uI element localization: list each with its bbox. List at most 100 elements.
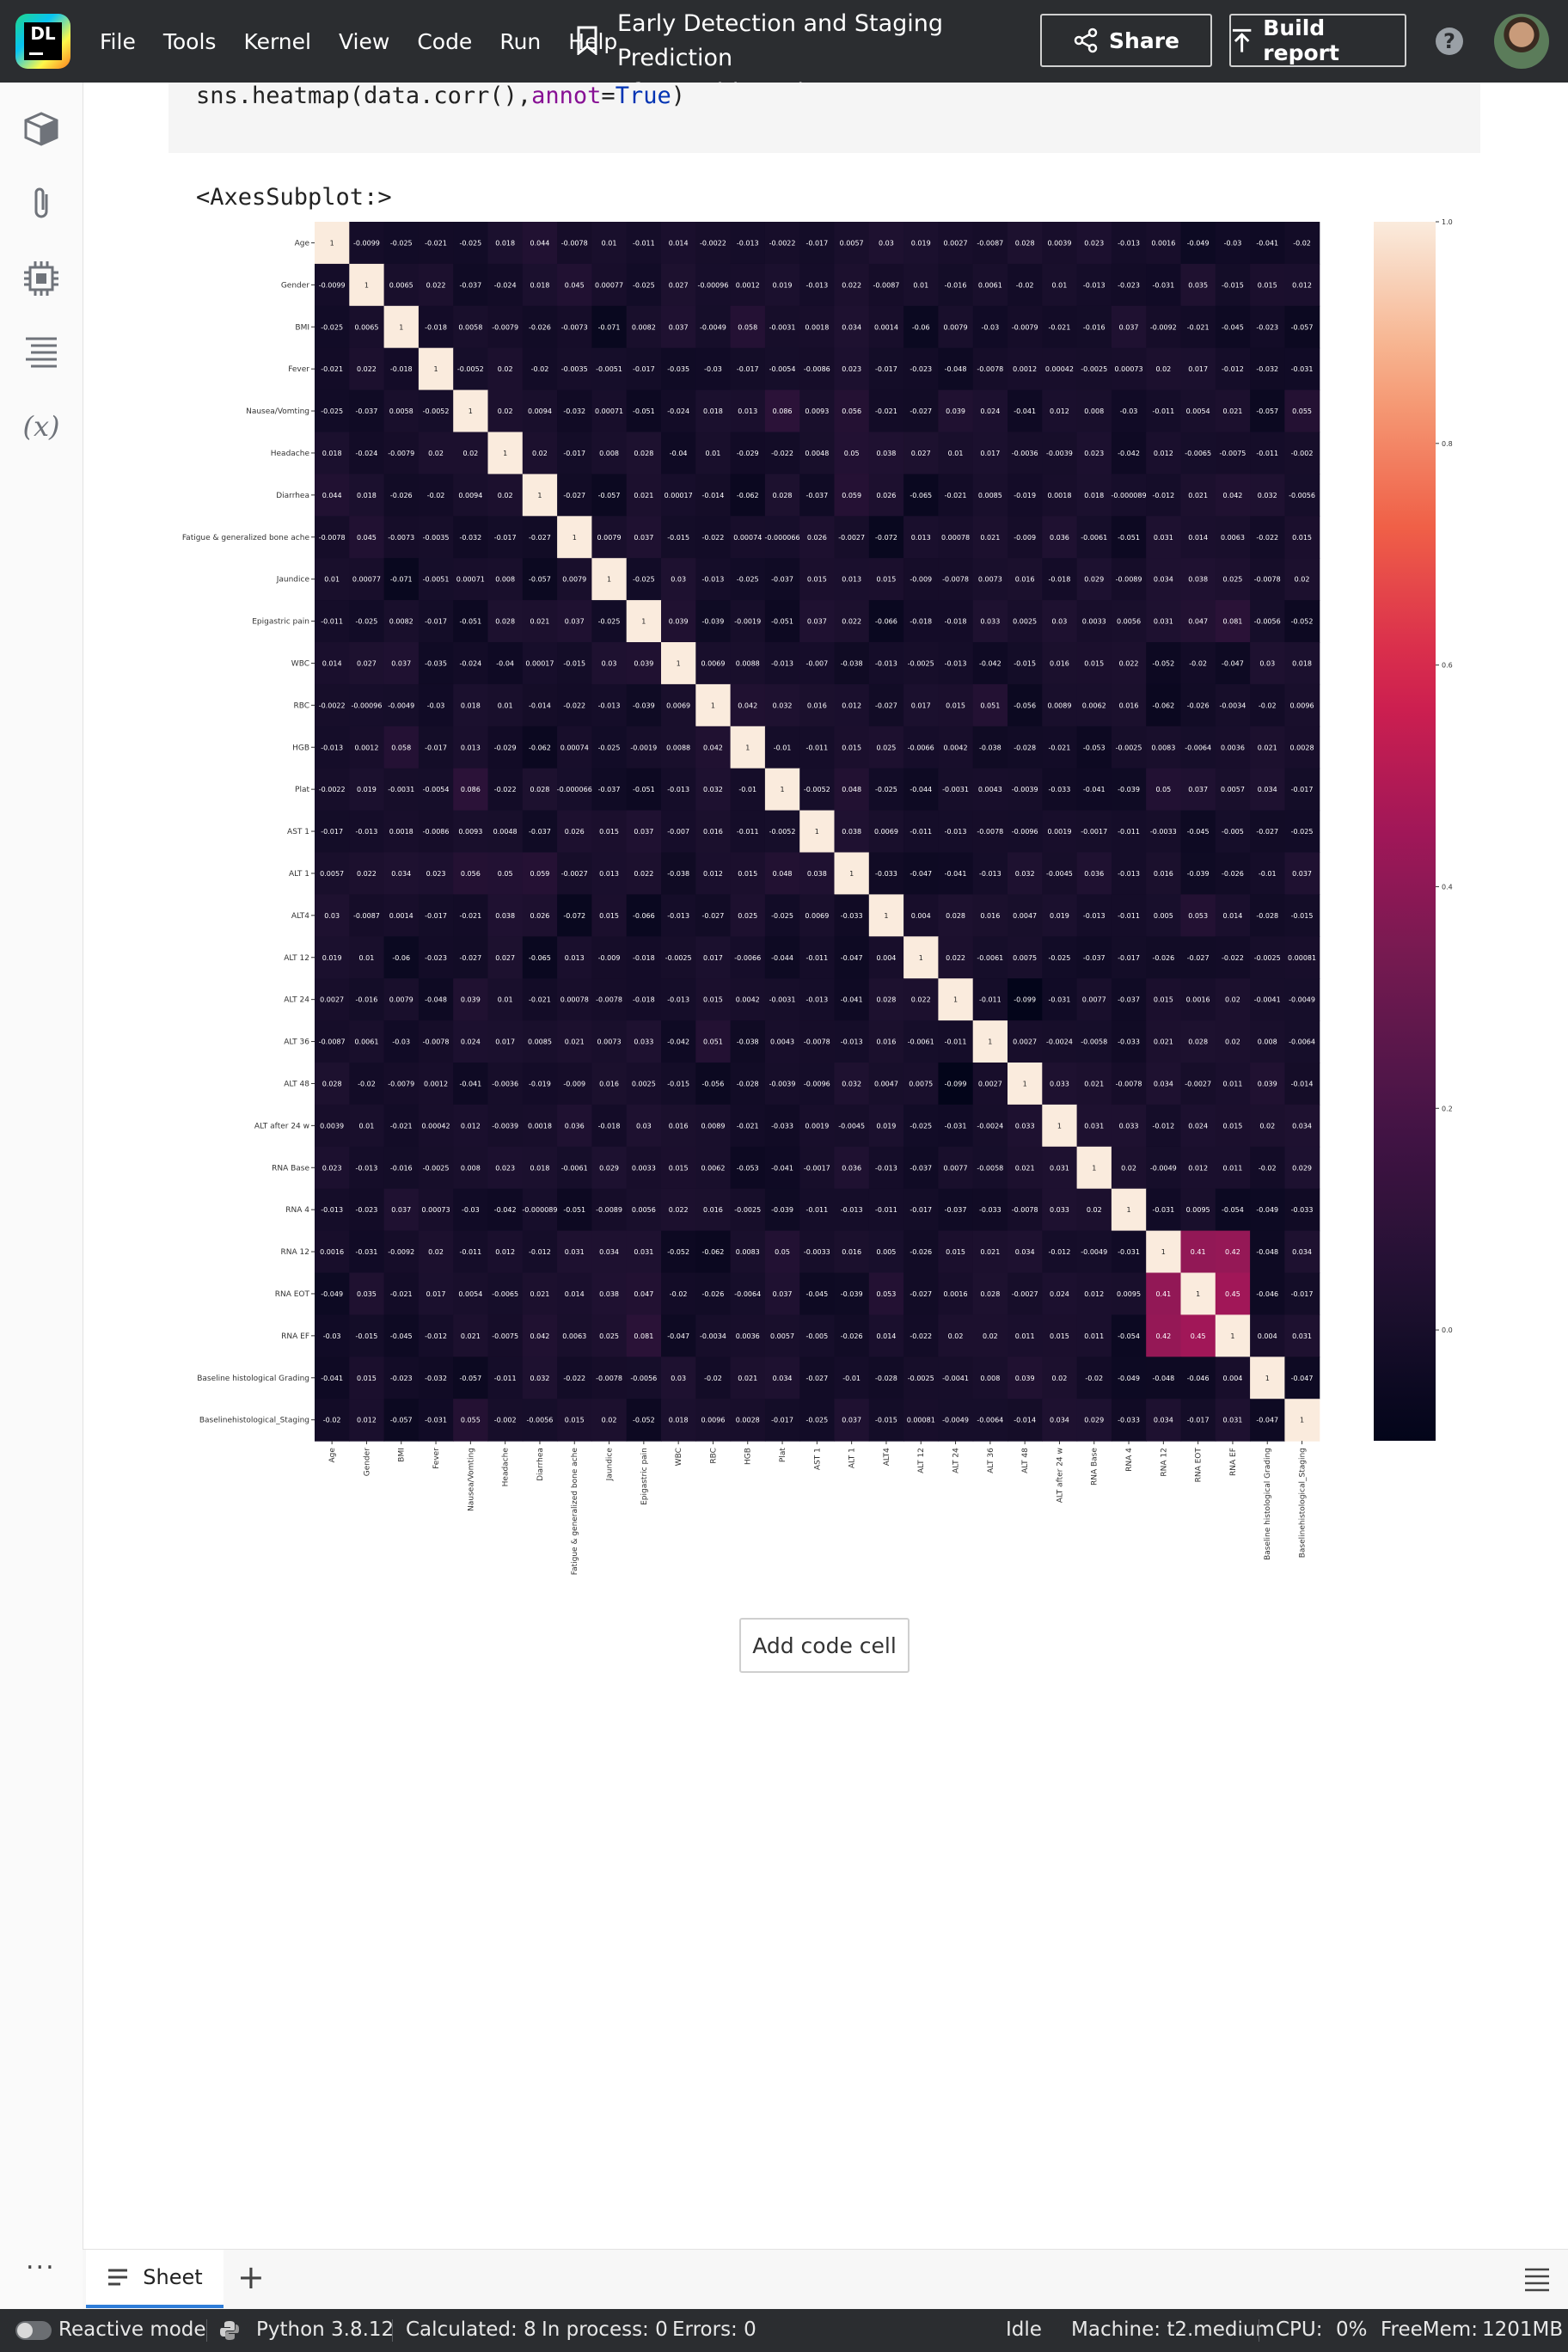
heatmap-cell: [383, 810, 420, 854]
heatmap-cell: [1008, 1399, 1043, 1442]
heatmap-cell: [522, 389, 558, 433]
bookmark-icon[interactable]: [576, 26, 598, 55]
cell-annotation: -0.057: [529, 576, 551, 584]
cell-annotation: -0.0022: [700, 239, 726, 247]
heatmap-cell: [903, 642, 939, 685]
menu-file[interactable]: File: [100, 28, 136, 54]
reactive-mode-toggle[interactable]: [15, 2321, 52, 2340]
cell-annotation: 0.0025: [1013, 618, 1037, 626]
heatmap-cell: [661, 432, 696, 475]
menu-run[interactable]: Run: [499, 28, 542, 54]
menu-kernel[interactable]: Kernel: [243, 28, 311, 54]
more-icon[interactable]: ...: [26, 2245, 56, 2275]
cell-annotation: -0.0061: [977, 954, 1003, 962]
help-icon[interactable]: ?: [1436, 28, 1463, 55]
heatmap-cell: [315, 432, 350, 475]
heatmap-cell: [799, 768, 836, 812]
heatmap-cell: [903, 222, 939, 265]
heatmap-cell: [730, 432, 766, 475]
heatmap-cell: [1111, 768, 1147, 812]
x-tick-label: RNA EOT: [1195, 1448, 1204, 1483]
cell-annotation: -0.000089: [1112, 492, 1147, 499]
variables-icon[interactable]: (x): [22, 410, 60, 443]
heatmap-cell: [487, 1272, 524, 1315]
code-cell[interactable]: sns.heatmap(data.corr(),annot=True): [168, 83, 1480, 153]
add-sheet-button[interactable]: +: [237, 2258, 265, 2296]
outline-list-icon[interactable]: [21, 332, 62, 373]
menu-view[interactable]: View: [338, 28, 390, 54]
cell-annotation: -0.009: [1014, 534, 1036, 542]
tab-sheet[interactable]: Sheet: [86, 2250, 224, 2308]
heatmap-cell: [1284, 1020, 1320, 1063]
cell-annotation: 0.00078: [941, 534, 970, 542]
heatmap-cell: [661, 1104, 696, 1148]
heatmap-cell: [903, 600, 939, 643]
cell-annotation: -0.016: [1083, 323, 1106, 331]
cell-annotation: 0.025: [876, 744, 896, 751]
avatar[interactable]: [1494, 14, 1549, 69]
cell-annotation: -0.0054: [423, 786, 450, 793]
cell-annotation: 0.0096: [1290, 701, 1314, 709]
x-tick-label: WBC: [675, 1448, 683, 1466]
cell-annotation: -0.0079: [388, 1080, 414, 1087]
cell-annotation: -0.02: [1259, 1164, 1277, 1172]
cell-annotation: -0.027: [459, 954, 481, 962]
build-report-button[interactable]: Build report: [1229, 14, 1406, 67]
cell-annotation: -0.027: [702, 912, 725, 920]
cell-annotation: 0.037: [634, 828, 653, 836]
cell-annotation: 0.0057: [1221, 786, 1245, 793]
heatmap-cell: [695, 600, 732, 643]
code-value: True: [615, 83, 671, 109]
cell-annotation: -0.013: [356, 1164, 378, 1172]
heatmap-cell: [1042, 263, 1078, 307]
heatmap-cell: [1250, 389, 1285, 433]
share-button[interactable]: Share: [1040, 14, 1212, 67]
heatmap-cell: [1111, 1020, 1147, 1063]
cell-annotation: -0.033: [1118, 1038, 1140, 1046]
heatmap-cell: [487, 474, 524, 517]
cell-annotation: 1: [781, 786, 785, 793]
heatmap-cell: [1250, 810, 1285, 854]
menu-tools[interactable]: Tools: [162, 28, 217, 54]
cell-annotation: -0.052: [1152, 659, 1174, 667]
heatmap-cell: [730, 1230, 766, 1274]
cell-annotation: -0.0025: [908, 1375, 934, 1382]
heatmap-cell: [1250, 1146, 1285, 1190]
machine-type[interactable]: Machine: t2.medium: [1071, 2318, 1275, 2341]
python-version[interactable]: Python 3.8.12: [256, 2318, 395, 2341]
heatmap-cell: [418, 768, 454, 812]
heatmap-cell: [626, 894, 662, 937]
cell-annotation: 0.011: [1084, 1332, 1104, 1340]
cell-annotation: 0.032: [530, 1375, 549, 1382]
menu-code[interactable]: Code: [417, 28, 473, 54]
code-line[interactable]: sns.heatmap(data.corr(),annot=True): [196, 83, 685, 109]
cell-annotation: -0.045: [1187, 828, 1210, 836]
paperclip-icon[interactable]: [21, 182, 62, 224]
heatmap-cell: [730, 600, 766, 643]
heatmap-cell: [695, 810, 732, 854]
cube-icon[interactable]: [21, 108, 62, 150]
cell-annotation: -0.022: [910, 1332, 932, 1340]
cell-annotation: -0.0064: [734, 1290, 761, 1298]
add-code-cell-button[interactable]: Add code cell: [739, 1618, 910, 1673]
hamburger-menu-icon[interactable]: [1523, 2267, 1551, 2293]
cell-annotation: -0.062: [737, 492, 759, 499]
heatmap-cell: [315, 305, 350, 349]
cell-annotation: 0.012: [495, 1248, 515, 1256]
heatmap-cell: [315, 1314, 350, 1357]
heatmap-cell: [557, 474, 592, 517]
reactive-mode-label[interactable]: Reactive mode: [58, 2318, 206, 2341]
heatmap-cell: [1180, 642, 1216, 685]
heatmap-cell: [834, 1399, 870, 1442]
heatmap-cell: [972, 347, 1008, 391]
cell-annotation: -0.023: [1118, 281, 1140, 289]
app-logo[interactable]: DL: [15, 14, 70, 69]
cell-annotation: -0.0089: [596, 1206, 622, 1214]
heatmap-cell: [764, 432, 800, 475]
cpu-chip-icon[interactable]: [21, 258, 62, 299]
heatmap-cell: [834, 516, 870, 559]
cell-annotation: -0.047: [1256, 1417, 1278, 1424]
heatmap-cell: [349, 347, 385, 391]
output-text: <AxesSubplot:>: [196, 184, 392, 211]
cell-annotation: 0.0062: [701, 1164, 725, 1172]
